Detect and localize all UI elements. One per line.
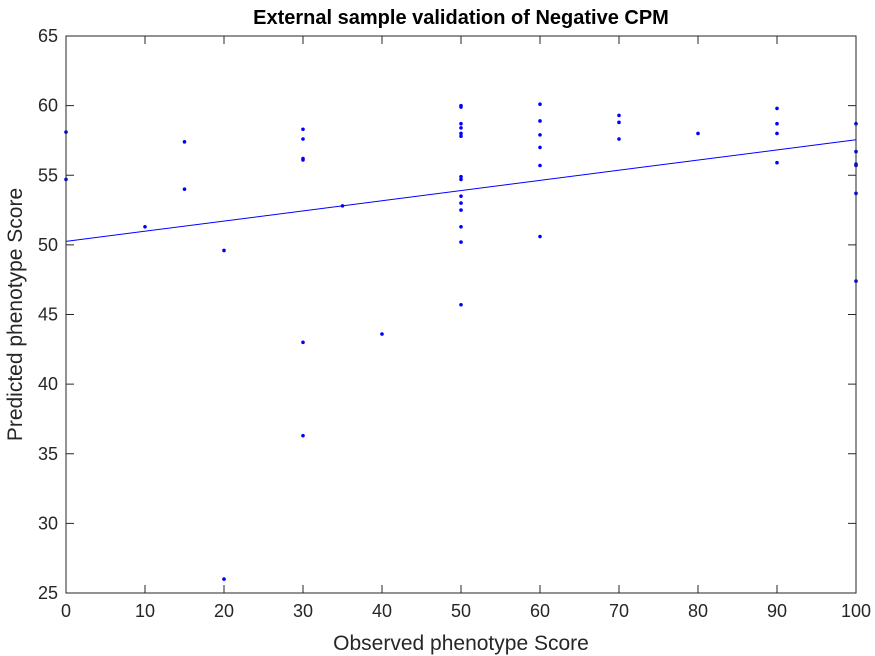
data-point	[301, 156, 305, 161]
data-point	[301, 340, 305, 345]
data-point	[538, 234, 542, 239]
data-point	[182, 140, 187, 144]
data-point	[538, 102, 542, 107]
x-tick-label: 50	[451, 601, 471, 621]
data-point	[538, 145, 542, 150]
x-tick-label: 60	[530, 601, 550, 621]
data-point	[696, 131, 700, 136]
data-point	[459, 201, 463, 205]
y-tick-label: 55	[38, 165, 58, 185]
data-point	[538, 133, 542, 137]
data-point	[775, 160, 779, 165]
data-point	[459, 240, 463, 244]
x-tick-label: 30	[293, 601, 313, 621]
data-point	[459, 224, 463, 229]
x-tick-label: 10	[135, 601, 155, 621]
chart-title: External sample validation of Negative C…	[253, 7, 669, 29]
x-tick-label: 20	[214, 601, 234, 621]
data-point	[617, 113, 621, 118]
y-axis-label: Predicted phenotype Score	[4, 188, 27, 441]
data-point	[775, 131, 779, 136]
data-point	[459, 194, 463, 198]
y-tick-label: 45	[38, 305, 58, 325]
x-tick-label: 80	[688, 601, 708, 621]
plot-background	[66, 36, 856, 593]
data-point	[143, 224, 147, 229]
data-point	[182, 187, 187, 191]
data-point	[459, 302, 463, 307]
fit-line	[65, 139, 857, 242]
data-point	[222, 577, 226, 581]
data-point	[301, 137, 305, 141]
y-tick-label: 50	[38, 235, 58, 255]
y-tick-label: 30	[38, 513, 58, 533]
x-tick-label: 90	[767, 601, 787, 621]
x-tick-label: 70	[609, 601, 629, 621]
y-tick-label: 65	[38, 26, 58, 46]
data-point	[775, 106, 779, 111]
data-point	[340, 204, 345, 208]
x-axis-ticks: 0 10 20 30 40 50 60 70 80 90 100	[61, 36, 871, 621]
data-point	[459, 131, 463, 136]
y-tick-label: 25	[38, 583, 58, 603]
data-point	[459, 174, 463, 179]
data-point	[459, 126, 463, 130]
data-point	[538, 119, 542, 123]
x-tick-label: 100	[841, 601, 871, 621]
x-axis-label: Observed phenotype Score	[333, 632, 589, 655]
fit-line-layer	[65, 139, 857, 242]
data-point	[459, 208, 463, 212]
x-tick-label: 0	[61, 601, 71, 621]
data-point	[617, 137, 621, 141]
data-point	[538, 163, 542, 168]
y-tick-label: 60	[38, 96, 58, 116]
data-point	[459, 134, 463, 139]
data-point	[459, 177, 463, 182]
data-point	[222, 248, 226, 253]
data-point	[775, 121, 779, 126]
x-tick-label: 40	[372, 601, 392, 621]
data-point	[617, 120, 621, 125]
y-tick-label: 40	[38, 374, 58, 394]
data-point	[380, 332, 384, 336]
y-tick-label: 35	[38, 444, 58, 464]
y-axis-ticks: 25 30 35 40 45 50 55 60 65	[38, 26, 856, 603]
data-point	[459, 105, 463, 109]
data-point	[459, 121, 463, 126]
data-point	[301, 433, 305, 438]
data-point	[301, 127, 305, 132]
